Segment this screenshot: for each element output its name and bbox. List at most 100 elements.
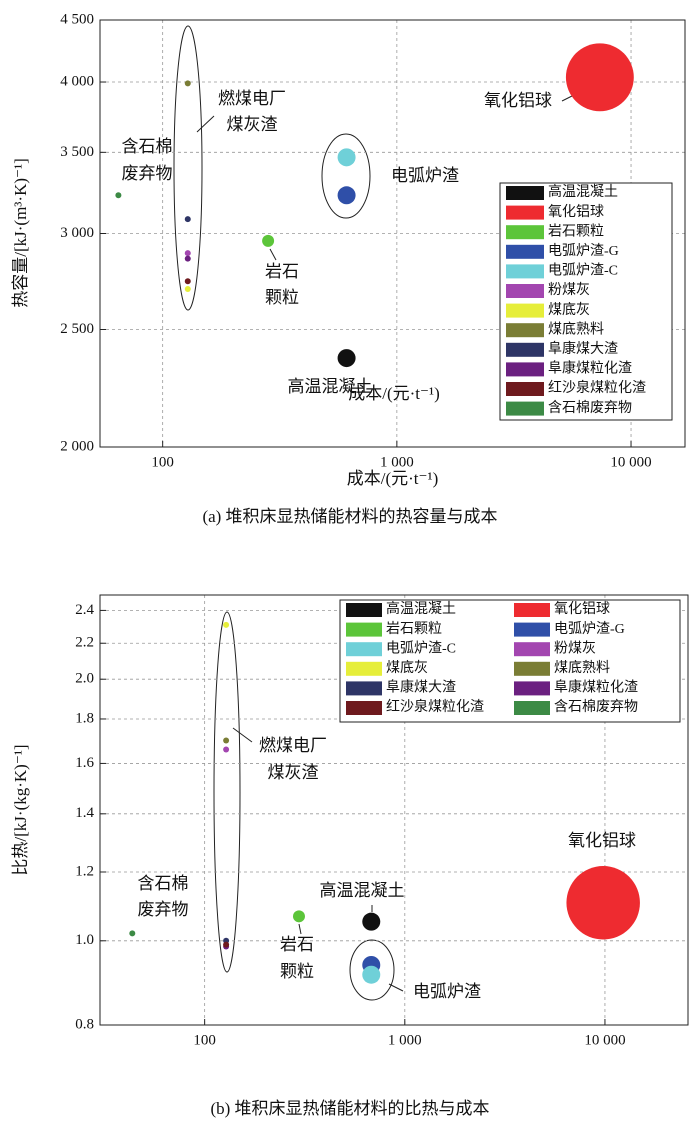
legend-swatch [346,661,382,676]
bubble [566,866,640,940]
x-axis-label: 成本/(元·t⁻¹) [348,384,440,403]
bubble [223,737,230,744]
legend-label: 煤底灰 [386,660,428,676]
annotation: 煤灰渣 [268,763,319,782]
annotation: 燃煤电厂 [259,736,327,755]
legend-swatch [506,303,544,318]
legend-label: 电弧炉渣-C [548,263,618,279]
legend-swatch [346,642,382,657]
legend-swatch [346,603,382,617]
bubble [337,186,356,205]
legend-swatch [514,681,550,696]
group-ellipse [173,25,203,311]
y-tick-label: 2.2 [75,635,94,651]
annotation: 废弃物 [138,900,189,919]
annotation: 电弧炉渣 [391,166,459,185]
bubble [292,910,305,923]
x-tick-label: 100 [193,1032,216,1048]
legend-label: 氧化铝球 [554,601,610,617]
bubble [337,349,356,368]
annotation: 岩石 [265,262,299,281]
legend-swatch [514,622,550,637]
legend-swatch [514,642,550,657]
y-tick-label: 2 000 [60,438,94,454]
y-tick-label: 2 500 [60,321,94,337]
annotation: 废弃物 [122,164,173,183]
bubble [362,965,381,984]
legend-label: 红沙泉煤粒化渣 [386,698,484,715]
leader-line [388,983,404,992]
annotation: 燃煤电厂 [218,89,286,108]
bubble [115,192,122,199]
legend-label: 煤底熟料 [554,660,610,676]
bubble [223,941,230,948]
legend-label: 电弧炉渣-C [386,640,456,656]
legend-label: 红沙泉煤粒化渣 [548,379,646,396]
legend-swatch [346,681,382,696]
legend-swatch [506,342,544,357]
y-tick-label: 1.6 [75,755,94,771]
legend-swatch [506,186,544,200]
annotation: 颗粒 [280,962,314,981]
group-ellipse [321,133,371,219]
y-tick-label: 0.8 [75,1016,94,1032]
y-axis-label: 比热/[kJ·(kg·K)⁻¹] [11,744,30,875]
bubble [184,255,191,262]
legend-label: 阜康煤粒化渣 [548,360,632,377]
x-tick-label: 1 000 [388,1032,422,1048]
legend-label: 含石棉废弃物 [548,399,632,416]
bubble [184,250,191,257]
legend-swatch [346,622,382,637]
x-tick-label: 10 000 [610,454,651,470]
plot-frame [99,594,689,1026]
caption: (a) 堆积床显热储能材料的热容量与成本 [202,507,497,526]
legend-label: 岩石颗粒 [548,223,604,239]
bubble [223,746,230,753]
plot-frame [99,19,686,448]
legend-swatch [506,205,544,220]
x-axis-label: 成本/(元·t⁻¹) [347,469,439,488]
caption: (b) 堆积床显热储能材料的比热与成本 [210,1099,489,1118]
legend-label: 高温混凝土 [386,600,456,617]
legend-label: 氧化铝球 [548,204,604,220]
y-tick-label: 2.4 [75,602,94,618]
annotation: 氧化铝球 [484,91,552,110]
y-tick-label: 1.0 [75,932,94,948]
legend-swatch [506,284,544,298]
group-ellipse [213,611,241,973]
legend-swatch [506,244,544,259]
annotation: 煤灰渣 [227,115,278,134]
legend-swatch [506,225,544,240]
legend-box [339,599,681,723]
bubble [184,278,191,285]
legend-label: 粉煤灰 [548,282,590,298]
annotation: 电弧炉渣 [413,982,481,1001]
bubble [129,930,136,937]
legend-swatch [506,323,544,338]
annotation: 高温混凝土 [288,377,373,396]
x-tick-label: 1 000 [380,454,414,470]
bubble [184,80,191,87]
legend-label: 阜康煤大渣 [548,340,618,357]
annotation: 含石棉 [138,874,189,893]
annotation: 氧化铝球 [568,831,636,850]
leader-line [196,115,215,133]
y-axis-label: 热容量/[kJ·(m³·K)⁻¹] [11,158,30,307]
legend-label: 煤底熟料 [548,321,604,337]
y-tick-label: 1.2 [75,863,94,879]
bubble [262,234,275,247]
y-tick-label: 1.4 [75,805,94,821]
legend-label: 煤底灰 [548,302,590,318]
annotation: 颗粒 [265,288,299,307]
bubble [184,216,191,223]
legend-swatch [514,603,550,617]
legend-label: 含石棉废弃物 [554,698,638,715]
legend-label: 电弧炉渣-G [554,621,625,637]
legend-box [499,182,673,421]
legend-label: 阜康煤大渣 [386,679,456,696]
bubble [337,148,356,167]
annotation: 岩石 [280,935,314,954]
legend-label: 粉煤灰 [554,640,596,656]
